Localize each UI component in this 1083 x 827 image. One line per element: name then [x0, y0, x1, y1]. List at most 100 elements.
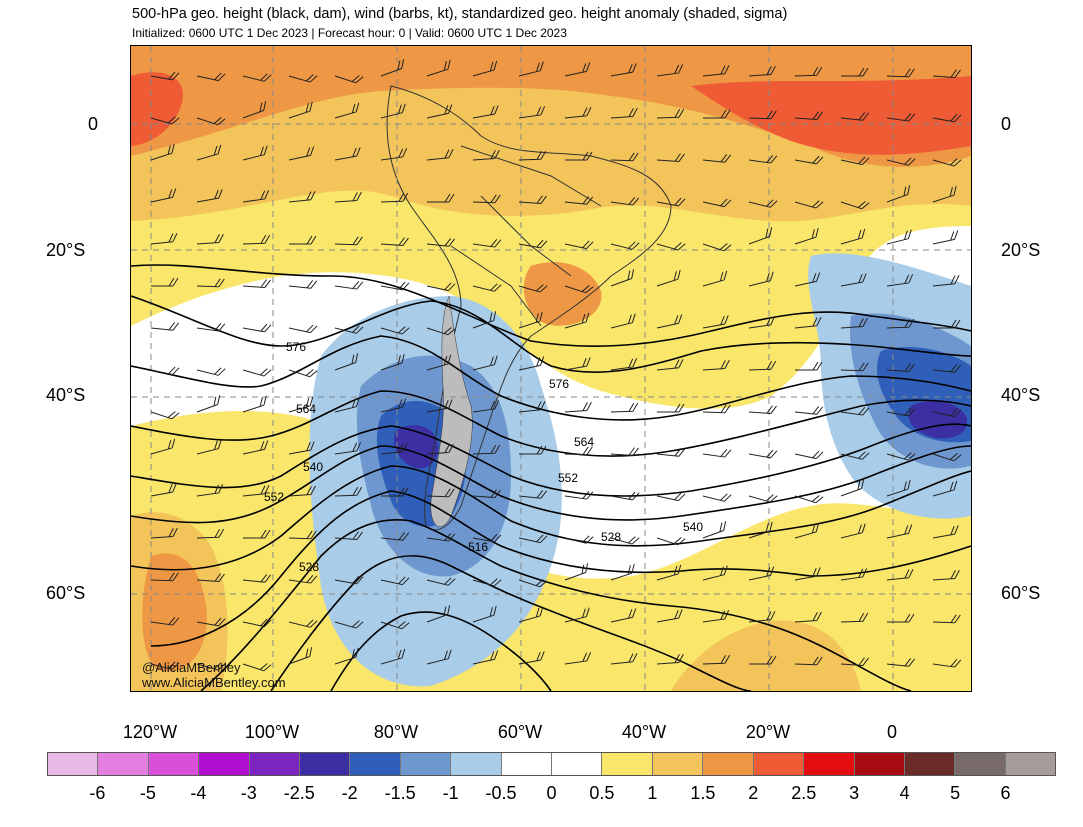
wind-barb	[794, 567, 821, 581]
wind-barb	[656, 269, 681, 287]
wind-barb	[196, 322, 226, 332]
wind-barb	[610, 241, 640, 250]
wind-barb	[380, 281, 410, 291]
colorbar-label: -4	[190, 783, 207, 803]
wind-barb	[289, 235, 317, 245]
colorbar-cell	[249, 753, 301, 775]
colorbar-label: -5	[139, 783, 156, 803]
wind-barb	[702, 448, 732, 458]
wind-barb	[150, 411, 180, 420]
colorbar-cell	[854, 753, 905, 775]
wind-barb	[472, 149, 500, 161]
contour-labels: 576 576 564 564 552 552 540 540 528 528 …	[264, 340, 703, 574]
wind-barb	[380, 648, 406, 665]
map-panel[interactable]: 576 576 564 564 552 552 540 540 528 528 …	[130, 45, 972, 692]
wind-barb	[242, 663, 272, 672]
wind-barb	[703, 109, 731, 119]
wind-barb	[749, 655, 777, 665]
colorbar-cell	[602, 753, 653, 775]
wind-barb	[794, 66, 823, 77]
wind-barb	[932, 480, 958, 497]
wind-barb	[702, 404, 731, 414]
wind-barb	[610, 563, 635, 581]
wind-barb	[748, 65, 776, 77]
lat-label-right-20s: 20°S	[1001, 240, 1041, 260]
wind-barb	[748, 494, 778, 503]
wind-barb	[564, 652, 592, 665]
wind-barb	[519, 445, 547, 455]
wind-barb	[518, 490, 548, 499]
wind-barb	[748, 611, 776, 623]
map-canvas: 576 576 564 564 552 552 540 540 528 528 …	[131, 46, 971, 691]
wind-barb	[656, 242, 686, 251]
lat-label-left-20s: 20°S	[46, 240, 86, 260]
wind-barb	[150, 322, 180, 331]
wind-barb	[610, 447, 639, 457]
wind-barb	[794, 656, 823, 666]
wind-barb	[380, 443, 408, 455]
wind-barb	[886, 112, 916, 122]
wind-barb	[702, 243, 732, 252]
colorbar-cell	[98, 753, 149, 775]
wind-barb	[564, 240, 594, 250]
wind-barb	[840, 156, 870, 166]
contour-label-528-b: 528	[601, 530, 621, 544]
wind-barb	[288, 280, 318, 289]
colorbar-label: -6	[89, 783, 106, 803]
wind-barb	[840, 612, 869, 623]
shade-southwest-orange	[142, 553, 207, 672]
wind-barb	[288, 146, 315, 161]
wind-barb	[795, 361, 823, 371]
wind-barb	[426, 443, 454, 455]
wind-barb	[518, 61, 544, 77]
wind-barb	[886, 524, 913, 539]
wind-barb	[564, 535, 594, 544]
wind-barb	[564, 107, 592, 119]
wind-barb	[564, 357, 591, 371]
contour-570	[131, 335, 971, 421]
latlon-grid	[131, 46, 971, 691]
shade-north-orange	[131, 46, 971, 167]
wind-barb	[472, 355, 498, 371]
continent-outline	[386, 85, 672, 531]
colorbar-cell	[552, 753, 603, 775]
contour-576	[131, 295, 971, 373]
lat-label-left-60s: 60°S	[46, 583, 86, 603]
wind-barb	[427, 193, 455, 203]
wind-barb	[702, 654, 731, 665]
wind-barb	[288, 441, 315, 455]
colorbar-label: 6	[1000, 783, 1011, 803]
wind-barb	[794, 272, 821, 287]
wind-barb	[196, 617, 226, 627]
wind-barb	[472, 194, 501, 204]
lon-label-20w: 20°W	[745, 722, 791, 742]
wind-barb	[656, 537, 686, 546]
wind-barb	[748, 566, 775, 581]
wind-barb	[564, 607, 590, 623]
colorbar-label: 2.5	[791, 783, 817, 803]
wind-barb	[932, 408, 962, 418]
wind-barb	[150, 71, 180, 81]
lat-label-right-60s: 60°S	[1001, 583, 1041, 603]
wind-barb	[426, 282, 456, 292]
wind-barb	[657, 403, 685, 413]
wind-barb	[334, 325, 364, 334]
height-contours	[131, 264, 971, 691]
wind-barb	[242, 368, 272, 377]
wind-barb	[242, 190, 270, 203]
wind-barb	[702, 359, 730, 371]
wind-barb	[242, 485, 270, 497]
wind-barb	[242, 73, 272, 82]
wind-barb	[702, 521, 727, 539]
wind-barb	[518, 239, 548, 249]
wind-barb	[150, 143, 175, 161]
andes-highlight	[430, 295, 473, 527]
wind-barb	[656, 609, 683, 623]
contour-522	[200, 518, 912, 691]
wind-barb	[472, 578, 502, 587]
colorbar-cell	[804, 753, 855, 775]
wind-barb	[610, 313, 636, 329]
wind-barb	[794, 611, 822, 623]
wind-barb	[334, 236, 363, 246]
wind-barb	[426, 399, 453, 413]
